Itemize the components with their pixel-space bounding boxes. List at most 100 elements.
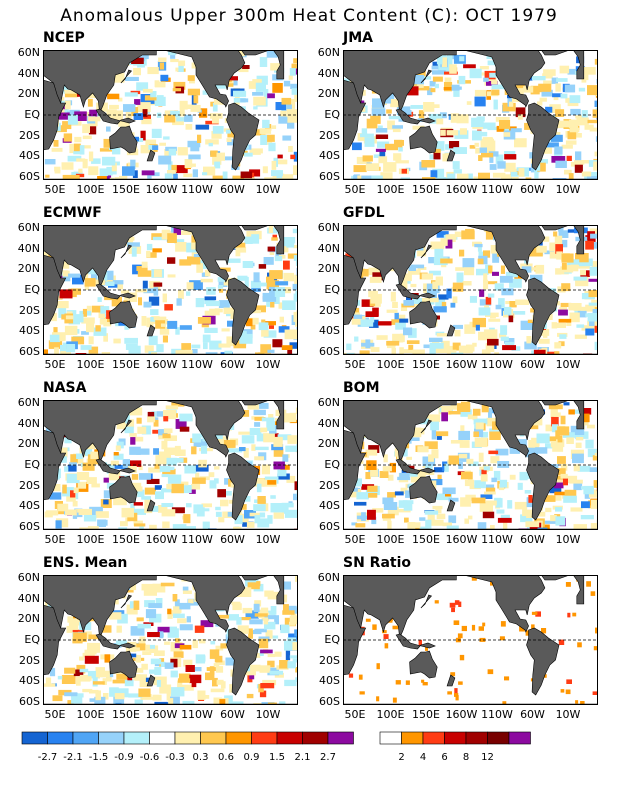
colorbar-tick-label: 0.3 [193,752,209,763]
land-mass [226,452,260,521]
anomaly-cell [269,635,279,639]
anomaly-cell [171,507,185,514]
anomaly-cell [285,605,297,613]
colorbar-swatch [98,731,125,745]
anomaly-cell [223,440,236,448]
land-mass [420,244,433,259]
anomaly-cell [421,679,425,683]
anomaly-cell [561,262,567,270]
lon-tick-label: 10W [255,533,281,546]
anomaly-cell [372,508,384,513]
anomaly-cell [557,456,566,464]
lat-tick-label: 60N [17,221,40,234]
anomaly-cell [592,242,598,249]
anomaly-cell [222,171,228,180]
anomaly-cell [463,64,476,69]
anomaly-cell [62,121,72,130]
anomaly-cell [248,630,253,639]
anomaly-cell [562,478,568,486]
anomaly-cell [429,270,441,276]
anomaly-cell [251,234,260,244]
anomaly-cell [191,344,201,349]
anomaly-cell [565,689,571,695]
anomaly-cell [572,612,577,617]
anomaly-cell [116,420,126,430]
anomaly-cell [510,171,518,177]
land-mass [526,627,560,696]
anomaly-cell [145,609,157,619]
anomaly-cell [554,491,567,496]
anomaly-cell [259,650,264,656]
anomaly-cell [109,687,119,697]
anomaly-cell [354,478,362,487]
anomaly-cell [442,177,450,180]
anomaly-cell [458,601,462,607]
anomaly-cell [571,409,583,414]
anomaly-cell [215,506,221,511]
anomaly-cell [282,415,290,423]
anomaly-cell [141,170,155,176]
anomaly-cell [392,625,399,630]
lat-tick-label: 40S [319,674,340,688]
anomaly-cell [213,697,222,704]
anomaly-cell [106,126,111,132]
anomaly-cell [213,663,220,667]
anomaly-cell [43,683,56,687]
colorbar-tick-label: -1.5 [89,752,109,763]
anomaly-cell [67,114,78,125]
anomaly-cell [567,68,581,75]
land-mass [572,400,585,430]
anomaly-cell [536,245,547,253]
anomaly-cell [172,594,178,602]
anomaly-cell [444,82,453,92]
anomaly-cell [448,497,459,502]
anomaly-cell [532,418,543,426]
anomaly-cell [159,62,164,70]
anomaly-cell [493,470,501,481]
anomaly-cell [61,162,74,170]
anomaly-cell [163,410,176,420]
anomaly-cell [589,467,598,472]
anomaly-cell [187,75,195,81]
anomaly-cell [474,437,488,448]
anomaly-cell [135,654,141,663]
anomaly-cell [172,88,181,92]
anomaly-cell [504,154,517,160]
anomaly-cell [131,436,144,442]
anomaly-cell [44,511,53,518]
anomaly-cell [370,313,375,323]
anomaly-cell [82,135,92,140]
anomaly-cell [258,264,267,269]
anomaly-cell [132,667,144,673]
anomaly-cell [549,242,560,252]
anomaly-cell [485,281,498,285]
anomaly-cell [368,267,382,276]
anomaly-cell [149,506,159,512]
anomaly-cell [370,347,380,352]
anomaly-cell [159,684,172,694]
anomaly-cell [108,471,121,481]
lon-tick-label: 50E [44,533,66,546]
anomaly-cell [193,504,203,514]
anomaly-cell [218,300,230,308]
anomaly-cell [83,447,93,457]
lon-tick-label: 100E [76,358,105,371]
anomaly-cell [135,643,146,651]
anomaly-cell [555,430,560,437]
anomaly-cell [129,236,135,241]
lat-tick-label: 20N [17,87,40,101]
anomaly-cell [422,177,436,180]
land-mass [395,458,436,475]
anomaly-cell [256,230,262,240]
anomaly-cell [129,446,141,455]
anomaly-cell [192,640,198,649]
anomaly-cell [160,582,175,587]
anomaly-cell [436,333,447,337]
anomaly-cell [72,500,78,507]
anomaly-cell [459,128,467,135]
anomaly-cell [134,523,146,527]
anomaly-cell [87,116,101,122]
anomaly-cell [474,480,486,489]
anomaly-cell [575,151,582,161]
anomaly-cell [526,509,536,518]
